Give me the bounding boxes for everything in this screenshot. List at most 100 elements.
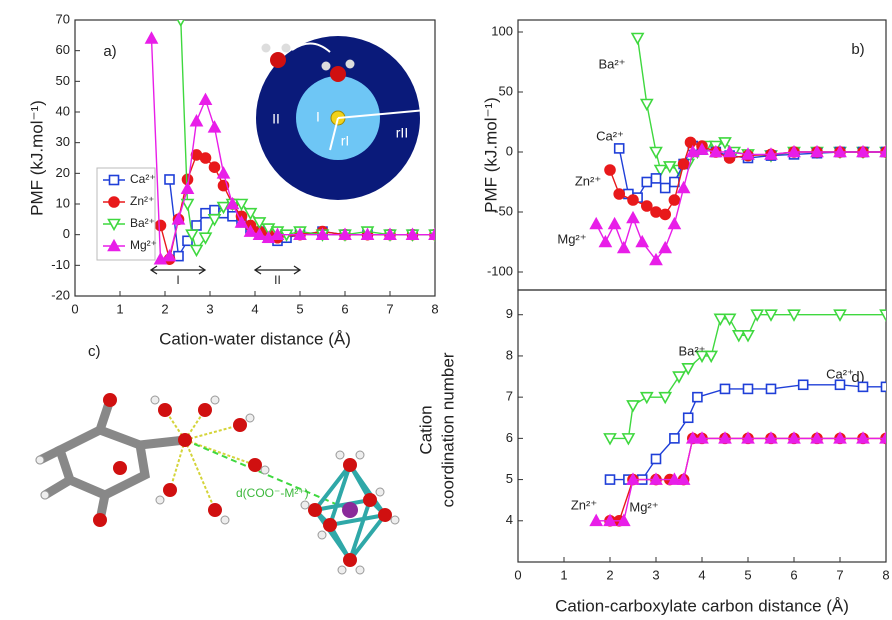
marker: [209, 215, 220, 225]
marker: [669, 195, 679, 205]
marker: [642, 178, 651, 187]
marker: [684, 413, 693, 422]
plot-frame: [518, 20, 886, 290]
series-label: Zn²⁺: [575, 173, 601, 188]
y-tick-label: 40: [56, 103, 70, 118]
x-tick-label: 8: [431, 301, 438, 316]
marker: [174, 252, 183, 261]
x-tick-label: 5: [744, 567, 751, 582]
marker: [686, 137, 696, 147]
series-label: Mg²⁺: [557, 231, 586, 246]
panel-label: b): [851, 41, 864, 58]
y-tick-label: 20: [56, 165, 70, 180]
marker: [678, 183, 689, 193]
y-tick-label: 50: [56, 73, 70, 88]
y-tick-label: 70: [56, 11, 70, 26]
marker: [200, 94, 211, 104]
marker: [210, 206, 219, 215]
x-tick-label: 3: [206, 301, 213, 316]
figure: c) d(COO⁻-M²⁺) 012345678-20-100102030405…: [0, 0, 892, 620]
marker: [156, 220, 166, 230]
y-tick-label: -10: [51, 257, 70, 272]
marker: [651, 148, 662, 158]
x-tick-label: 1: [560, 567, 567, 582]
y-tick-label: 60: [56, 42, 70, 57]
molecule-picture: [36, 393, 399, 574]
legend-marker: [110, 176, 119, 185]
marker: [146, 33, 157, 43]
plot-area: [591, 34, 892, 265]
y-tick-label: 10: [56, 195, 70, 210]
marker: [799, 380, 808, 389]
legend-label: Mg²⁺: [130, 238, 157, 252]
marker: [669, 219, 680, 229]
panel-label: a): [103, 43, 116, 60]
x-tick-label: 0: [71, 301, 78, 316]
inset-label: II: [272, 111, 280, 127]
y-tick-label: 7: [506, 389, 513, 404]
marker: [628, 401, 639, 411]
inset-label: I: [316, 109, 320, 125]
marker: [165, 175, 174, 184]
marker: [642, 201, 652, 211]
x-tick-label: 1: [116, 301, 123, 316]
marker: [679, 159, 689, 169]
marker: [201, 153, 211, 163]
marker: [670, 434, 679, 443]
y-axis-title: Cation: [416, 405, 435, 454]
marker: [652, 454, 661, 463]
marker: [191, 116, 202, 126]
marker: [651, 207, 661, 217]
x-tick-label: 8: [882, 567, 889, 582]
series-label: Ca²⁺: [826, 366, 854, 381]
marker: [609, 219, 620, 229]
y-tick-label: 5: [506, 471, 513, 486]
legend-marker: [109, 197, 119, 207]
y-tick-label: 0: [506, 143, 513, 158]
x-tick-label: 7: [836, 567, 843, 582]
marker: [200, 233, 211, 243]
y-tick-label: 6: [506, 430, 513, 445]
marker: [661, 184, 670, 193]
series-label: Ba²⁺: [678, 343, 705, 358]
region-label: I: [176, 273, 179, 287]
plot-frame: [518, 290, 886, 562]
y-tick-label: 50: [499, 83, 513, 98]
legend-label: Zn²⁺: [130, 194, 154, 208]
marker: [836, 380, 845, 389]
marker: [721, 384, 730, 393]
x-axis-title: Cation-water distance (Å): [159, 329, 351, 348]
marker: [628, 195, 638, 205]
marker: [192, 221, 201, 230]
marker: [615, 144, 624, 153]
y-axis-title: PMF (kJ.mol⁻¹): [27, 100, 46, 216]
y-axis-title: PMF (kJ.mol⁻¹): [481, 97, 500, 213]
x-tick-label: 4: [698, 567, 705, 582]
distance-annotation: d(COO⁻-M²⁺): [236, 486, 309, 500]
inset-label: rII: [396, 125, 408, 141]
x-tick-label: 5: [296, 301, 303, 316]
marker: [191, 246, 202, 256]
series-line: [638, 38, 886, 170]
y-axis-title: coordination number: [438, 352, 457, 507]
region-label: II: [274, 273, 281, 287]
x-tick-label: 4: [251, 301, 258, 316]
marker: [660, 209, 670, 219]
marker: [693, 393, 702, 402]
marker: [628, 213, 639, 223]
x-tick-label: 6: [790, 567, 797, 582]
y-tick-label: 100: [491, 23, 513, 38]
x-tick-label: 0: [514, 567, 521, 582]
series-label: Mg²⁺: [629, 499, 658, 514]
marker: [201, 209, 210, 218]
marker: [674, 372, 685, 382]
y-tick-label: 4: [506, 512, 513, 527]
marker: [767, 384, 776, 393]
marker: [637, 237, 648, 247]
y-tick-label: -20: [51, 287, 70, 302]
marker: [660, 243, 671, 253]
marker: [652, 174, 661, 183]
x-tick-label: 3: [652, 567, 659, 582]
marker: [591, 219, 602, 229]
y-tick-label: 30: [56, 134, 70, 149]
